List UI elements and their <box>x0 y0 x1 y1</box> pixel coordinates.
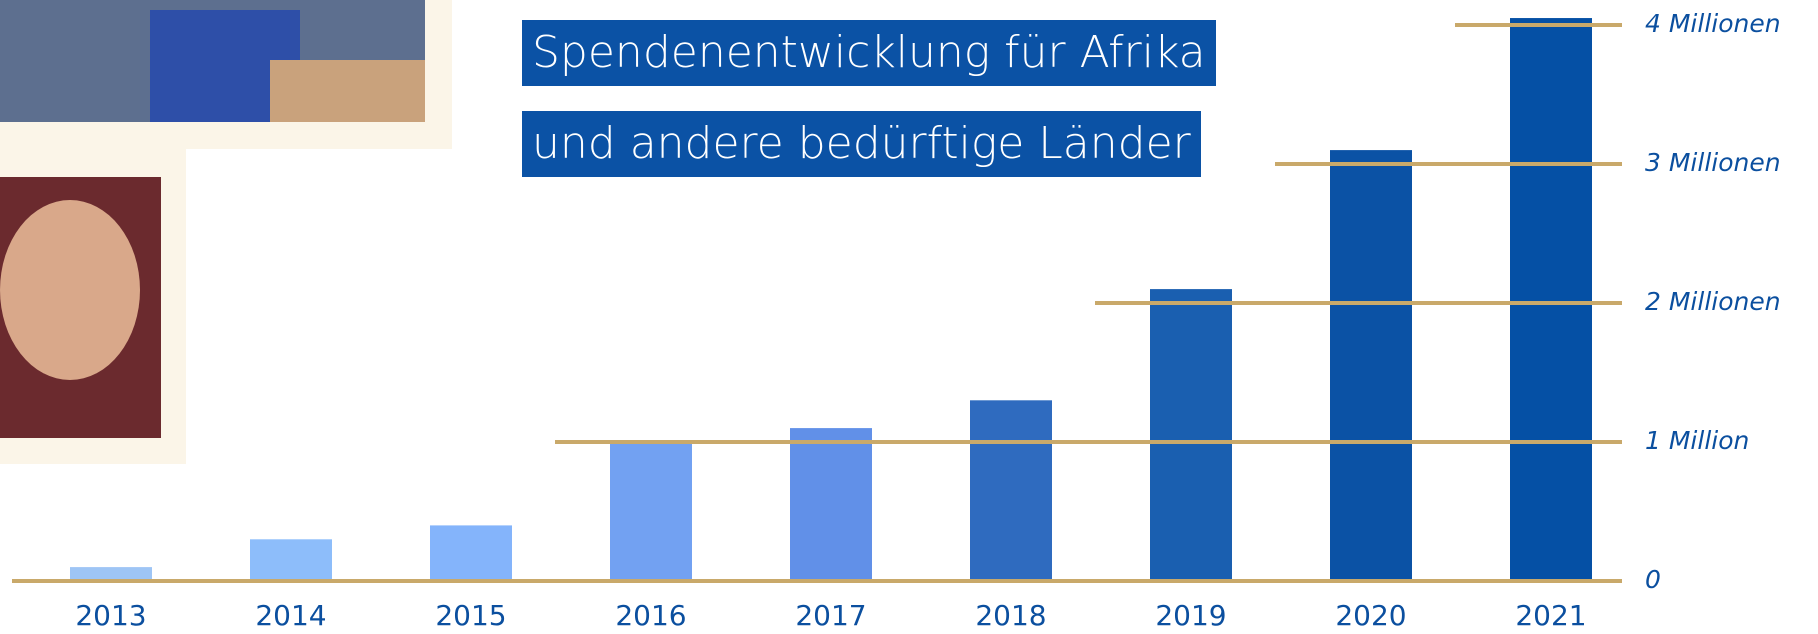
photo-detail <box>270 60 425 122</box>
y-tick-label: 2 Millionen <box>1645 287 1781 316</box>
bar <box>70 567 152 581</box>
x-tick-label: 2020 <box>1335 599 1406 632</box>
bar <box>430 525 512 581</box>
bar <box>790 428 872 581</box>
x-tick-label: 2019 <box>1155 599 1226 632</box>
y-tick-label: 3 Millionen <box>1645 148 1781 177</box>
bar <box>1510 18 1592 582</box>
x-tick-label: 2021 <box>1515 599 1586 632</box>
bar <box>610 442 692 581</box>
plot: 2013 2014 2015 2016 2017 2018 2019 2020 2021 0 1 M… <box>12 9 1781 632</box>
y-tick-label: 1 Million <box>1645 426 1749 455</box>
x-tick-label: 2018 <box>975 599 1046 632</box>
x-tick-label: 2015 <box>435 599 506 632</box>
bar <box>1330 150 1412 581</box>
bar <box>970 400 1052 581</box>
bar <box>1150 289 1232 581</box>
chart-title: Spendenentwicklung für Afrika <box>522 20 1216 86</box>
x-tick-label: 2016 <box>615 599 686 632</box>
x-tick-label: 2013 <box>75 599 146 632</box>
x-tick-label: 2014 <box>255 599 326 632</box>
y-tick-label: 0 <box>1645 565 1661 594</box>
y-tick-label: 4 Millionen <box>1645 9 1781 38</box>
photo-detail <box>0 200 140 380</box>
chart-title: und andere bedürftige Länder <box>522 111 1201 177</box>
x-tick-label: 2017 <box>795 599 866 632</box>
bar <box>250 539 332 581</box>
